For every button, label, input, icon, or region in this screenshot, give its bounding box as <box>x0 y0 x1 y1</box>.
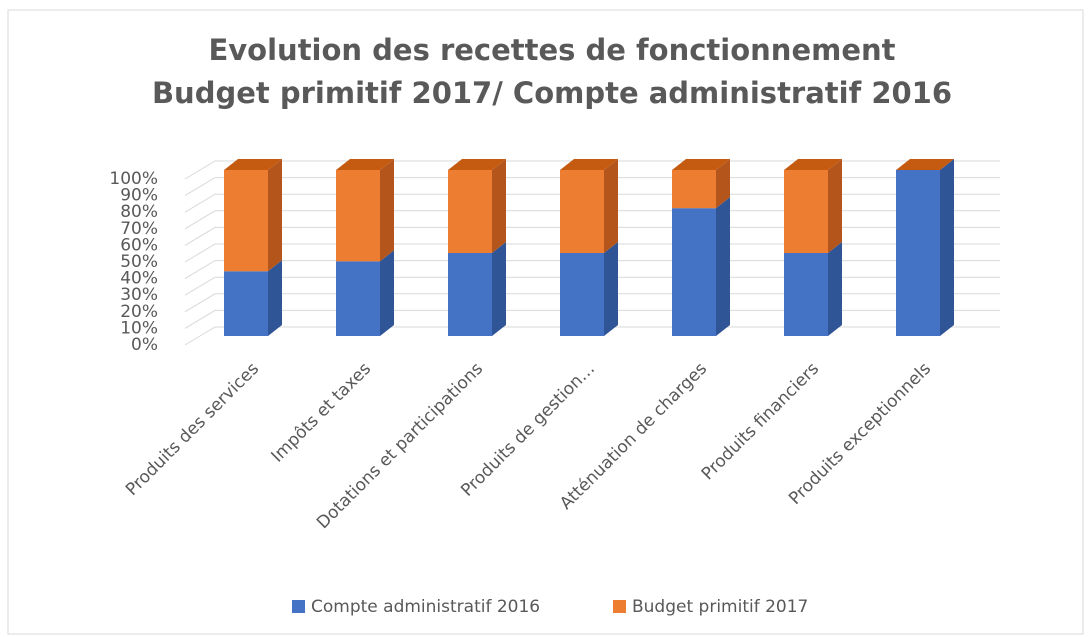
bar <box>784 170 828 253</box>
bar-side <box>268 260 282 336</box>
bar <box>672 170 716 209</box>
bar <box>784 253 828 336</box>
grid-line <box>184 260 1000 280</box>
y-tick-label: 100% <box>109 169 158 189</box>
grid-line <box>184 243 1000 263</box>
bar <box>448 170 492 253</box>
bar <box>672 208 716 336</box>
bar-top <box>448 159 506 170</box>
bar-side <box>828 242 842 336</box>
bar-side <box>380 250 394 336</box>
bar-side <box>492 159 506 253</box>
bar <box>560 253 604 336</box>
legend-swatch <box>292 600 305 613</box>
bar-side <box>940 159 954 336</box>
grid-line <box>184 276 1000 296</box>
y-tick-label: 20% <box>120 302 158 322</box>
y-tick-label: 40% <box>120 269 158 289</box>
bar-side <box>604 159 618 253</box>
chart-title: Budget primitif 2017/ Compte administrat… <box>152 76 952 110</box>
y-tick-label: 10% <box>120 318 158 338</box>
bar-side <box>716 197 730 336</box>
y-tick-label: 90% <box>120 186 158 206</box>
bar-top <box>784 159 842 170</box>
bar <box>448 253 492 336</box>
bar <box>224 271 268 336</box>
bar-top <box>224 159 282 170</box>
bar-side <box>604 242 618 336</box>
grid-line <box>184 210 1000 230</box>
bar-top <box>672 159 730 170</box>
bar <box>560 170 604 253</box>
legend-label: Budget primitif 2017 <box>632 597 808 617</box>
bar <box>336 170 380 262</box>
grid-line <box>184 226 1000 246</box>
grid-line <box>184 160 1000 180</box>
y-tick-label: 30% <box>120 285 158 305</box>
legend-swatch <box>613 600 626 613</box>
bar-side <box>828 159 842 253</box>
grid-line <box>184 193 1000 213</box>
grid-line <box>184 309 1000 329</box>
bar <box>224 170 268 272</box>
bar-top <box>896 159 954 170</box>
bar-top <box>560 159 618 170</box>
bar <box>336 261 380 336</box>
bar-top <box>336 159 394 170</box>
y-tick-label: 0% <box>131 335 158 355</box>
grid-line <box>184 293 1000 313</box>
bar <box>896 170 940 336</box>
bar-side <box>268 159 282 272</box>
y-tick-label: 80% <box>120 202 158 222</box>
y-tick-label: 50% <box>120 252 158 272</box>
legend-label: Compte administratif 2016 <box>311 597 540 617</box>
bar-side <box>380 159 394 262</box>
grid-line <box>184 177 1000 197</box>
chart-title: Evolution des recettes de fonctionnement <box>208 33 895 67</box>
y-tick-label: 70% <box>120 219 158 239</box>
bar-side <box>492 242 506 336</box>
y-tick-label: 60% <box>120 235 158 255</box>
grid-line <box>184 326 1000 346</box>
bar-side <box>716 159 730 209</box>
